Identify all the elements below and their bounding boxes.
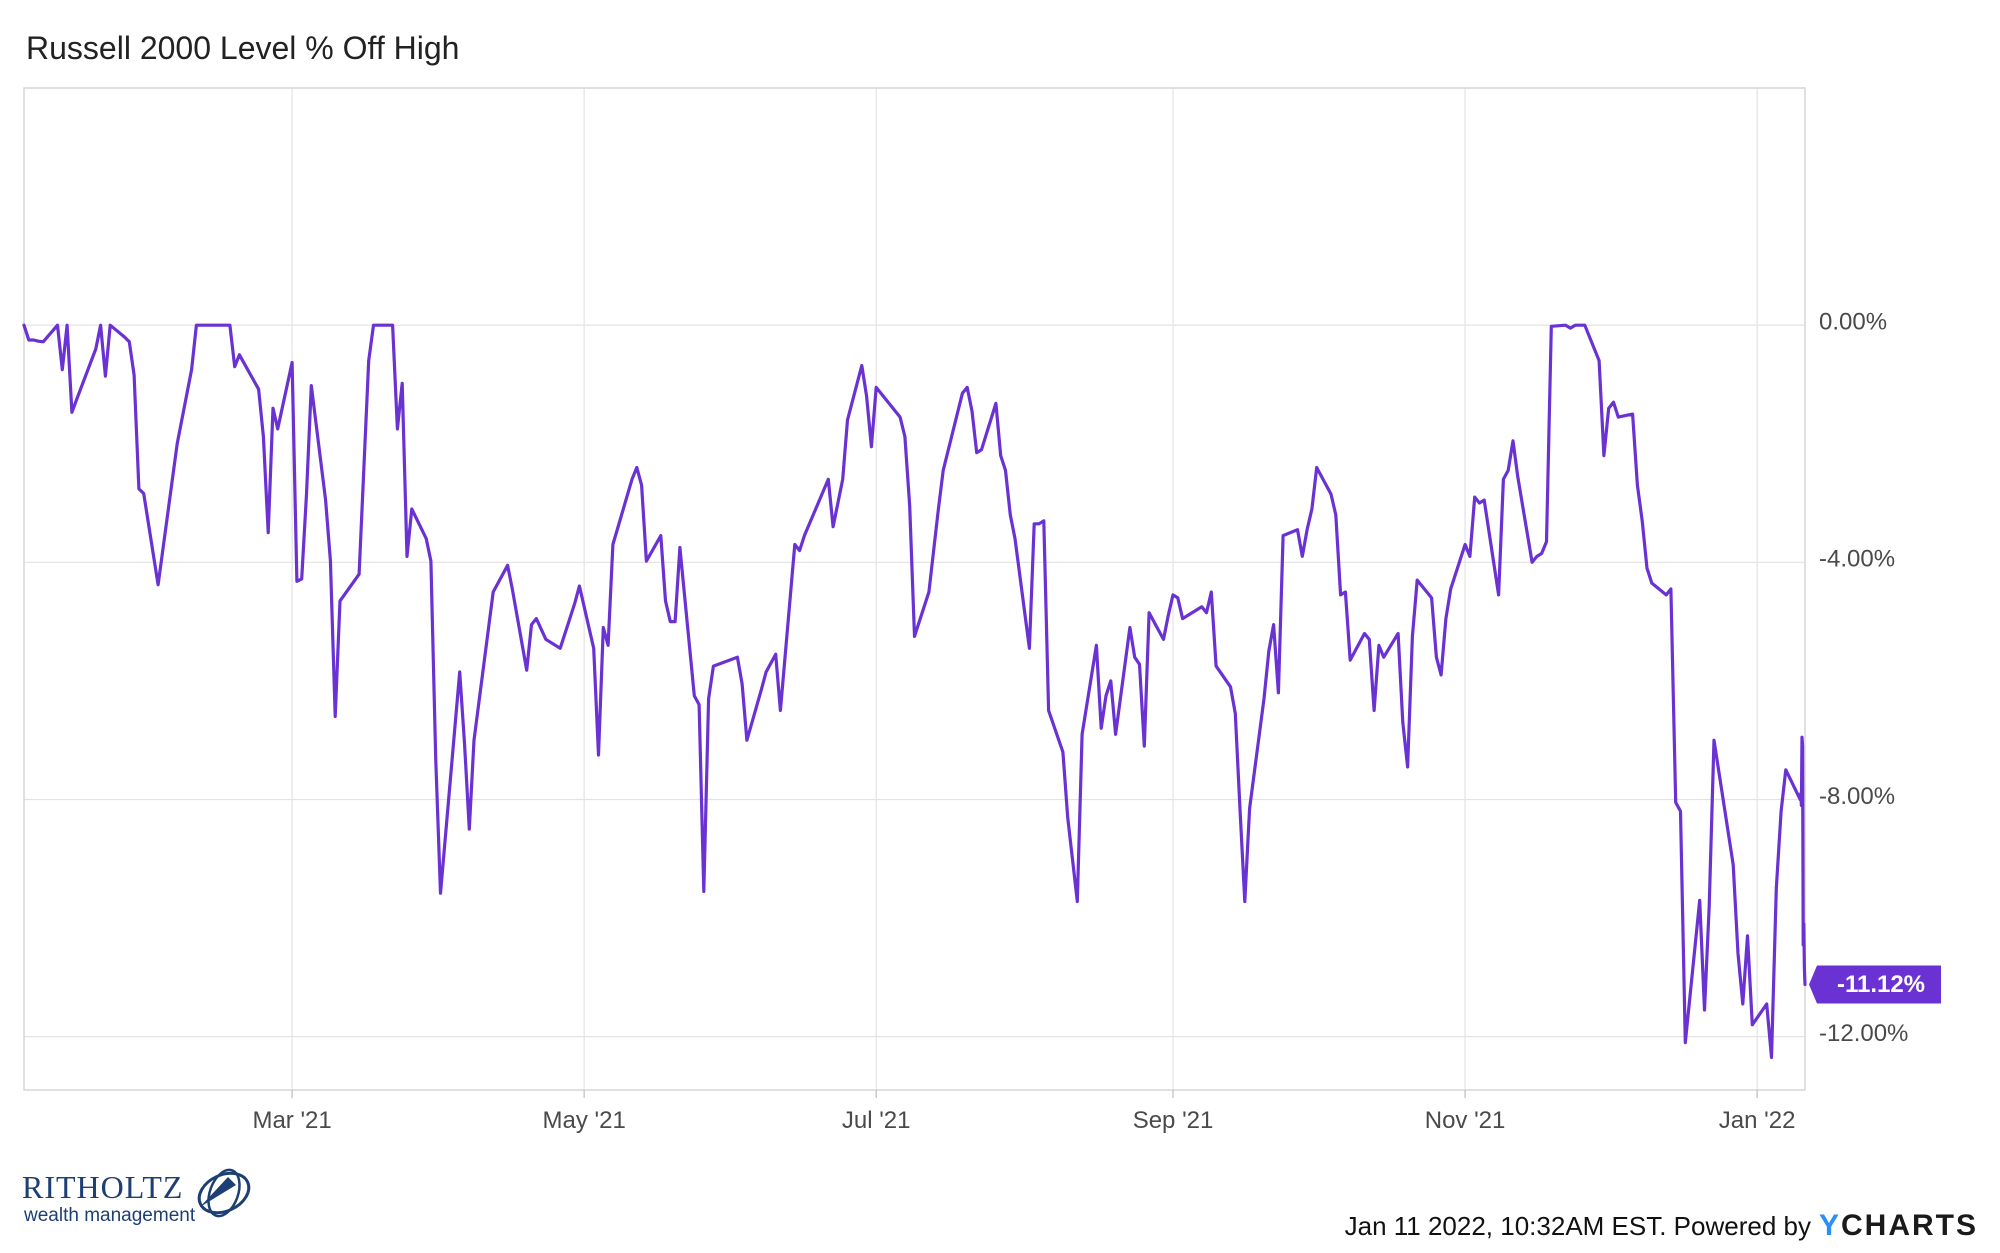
footer-timestamp: Jan 11 2022, 10:32AM EST. Powered by [1344, 1210, 1811, 1241]
x-tick-label: Jul '21 [842, 1107, 911, 1134]
series-layer [22, 323, 1807, 1059]
x-tick-label: Mar '21 [252, 1107, 331, 1134]
last-value-label: -11.12% [1809, 965, 1941, 1004]
series-line [22, 323, 1807, 1059]
footer: Jan 11 2022, 10:32AM EST. Powered by YCH… [1345, 1209, 1978, 1243]
label-layer: 0.00% -4.00% -8.00% -12.00% Mar '21 May '21 Ju… [252, 309, 1941, 1134]
ycharts-brand-y: Y [1818, 1209, 1841, 1242]
y-tick-label: -12.00% [1819, 1020, 1908, 1047]
logo-name: RITHOLTZ [22, 1169, 184, 1205]
x-tick-label: Jan '22 [1719, 1107, 1796, 1134]
plot-frame [23, 87, 1806, 1091]
ritholtz-logo: RITHOLTZ wealth management [22, 1163, 262, 1233]
last-value-badge [1809, 965, 1941, 1004]
x-tick-label: Nov '21 [1425, 1107, 1506, 1134]
x-tick-label: May '21 [543, 1107, 626, 1134]
y-tick-label: -4.00% [1819, 546, 1895, 573]
axes-layer [23, 87, 1806, 1098]
y-tick-label: 0.00% [1819, 309, 1887, 336]
x-tick-label: Sep '21 [1133, 1107, 1214, 1134]
chart-title: Russell 2000 Level % Off High [26, 30, 460, 66]
ycharts-brand-rest: CHARTS [1841, 1209, 1978, 1242]
grid-layer [24, 88, 1805, 1090]
y-tick-label: -8.00% [1819, 783, 1895, 810]
logo-emblem-icon [197, 1168, 251, 1218]
last-value-text: -11.12% [1837, 971, 1925, 998]
logo-subtitle: wealth management [24, 1205, 196, 1226]
ycharts-brand[interactable]: YCHARTS [1819, 1209, 1978, 1243]
